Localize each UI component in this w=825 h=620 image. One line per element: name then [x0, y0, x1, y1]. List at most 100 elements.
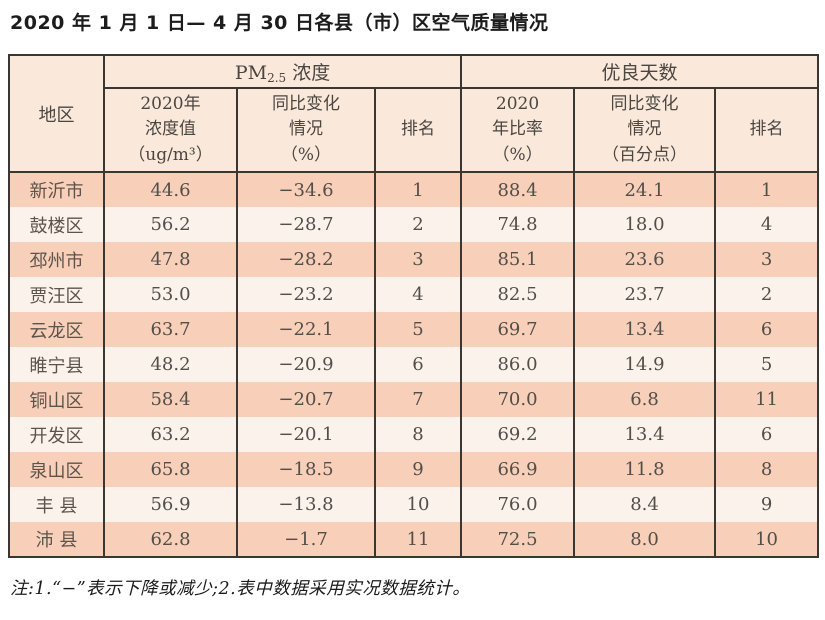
cell-good-rank: 9	[714, 487, 820, 522]
table-row: 鼓楼区 56.2 −28.7 2 74.8 18.0 4	[8, 207, 820, 242]
cell-pm25-change: −20.9	[236, 347, 376, 382]
cell-pm25-rank: 9	[373, 452, 463, 487]
cell-region: 睢宁县	[8, 347, 105, 382]
cell-good-change: 13.4	[573, 312, 717, 347]
cell-good-ratio: 70.0	[460, 382, 576, 417]
cell-pm25-rank: 7	[373, 382, 463, 417]
page-title: 2020 年 1 月 1 日— 4 月 30 日各县（市）区空气质量情况	[10, 12, 549, 34]
cell-region: 邳州市	[8, 242, 105, 277]
cell-good-ratio: 69.2	[460, 417, 576, 452]
cell-region: 贾汪区	[8, 277, 105, 312]
table-row: 云龙区 63.7 −22.1 5 69.7 13.4 6	[8, 312, 820, 347]
cell-good-change: 11.8	[573, 452, 717, 487]
cell-pm25-change: −28.2	[236, 242, 376, 277]
table-header: 地区 PM2.5 浓度 优良天数 2020年 浓度值 （ug/m³） 同比变化 …	[8, 55, 820, 173]
cell-good-ratio: 76.0	[460, 487, 576, 522]
pm25-label-prefix: PM	[234, 62, 268, 84]
cell-pm25-change: −18.5	[236, 452, 376, 487]
table-row: 睢宁县 48.2 −20.9 6 86.0 14.9 5	[8, 347, 820, 382]
cell-pm25-rank: 4	[373, 277, 463, 312]
column-header-pm25-change: 同比变化 情况 （%）	[236, 88, 376, 173]
table-row: 丰 县 56.9 −13.8 10 76.0 8.4 9	[8, 487, 820, 522]
cell-pm25-value: 53.0	[103, 277, 238, 312]
cell-pm25-value: 47.8	[103, 242, 238, 277]
cell-pm25-value: 56.9	[103, 487, 238, 522]
pm25-label-subscript: 2.5	[267, 71, 287, 85]
header-sub-row: 2020年 浓度值 （ug/m³） 同比变化 情况 （%） 排名 2020 年比…	[9, 88, 820, 173]
table-row: 泉山区 65.8 −18.5 9 66.9 11.8 8	[8, 452, 820, 487]
column-header-good-change: 同比变化 情况 （百分点）	[573, 88, 717, 173]
table-body: 新沂市 44.6 −34.6 1 88.4 24.1 1 鼓楼区 56.2 −28.7 2 74.8 1…	[8, 172, 820, 557]
cell-good-change: 14.9	[573, 347, 717, 382]
cell-good-ratio: 82.5	[460, 277, 576, 312]
cell-good-rank: 8	[714, 452, 820, 487]
cell-region: 丰 县	[8, 487, 105, 522]
cell-region: 沛 县	[8, 522, 105, 557]
cell-region: 鼓楼区	[8, 207, 105, 242]
cell-region: 新沂市	[8, 172, 105, 207]
cell-pm25-rank: 6	[373, 347, 463, 382]
cell-good-rank: 4	[714, 207, 820, 242]
cell-good-rank: 6	[714, 417, 820, 452]
cell-good-rank: 6	[714, 312, 820, 347]
table-row: 沛 县 62.8 −1.7 11 72.5 8.0 10	[8, 522, 820, 557]
cell-pm25-change: −23.2	[236, 277, 376, 312]
cell-good-rank: 10	[714, 522, 820, 557]
cell-pm25-change: −22.1	[236, 312, 376, 347]
cell-good-ratio: 66.9	[460, 452, 576, 487]
column-header-good-rank: 排名	[714, 88, 820, 173]
cell-pm25-rank: 11	[373, 522, 463, 557]
cell-pm25-change: −1.7	[236, 522, 376, 557]
cell-good-change: 24.1	[573, 172, 717, 207]
pm25-label-suffix: 浓度	[286, 62, 331, 84]
column-header-good-ratio: 2020 年比率 （%）	[460, 88, 576, 173]
cell-good-rank: 5	[714, 347, 820, 382]
cell-pm25-value: 48.2	[103, 347, 238, 382]
cell-pm25-value: 44.6	[103, 172, 238, 207]
cell-good-change: 8.4	[573, 487, 717, 522]
header-group-row: 地区 PM2.5 浓度 优良天数	[8, 55, 820, 173]
cell-pm25-value: 58.4	[103, 382, 238, 417]
cell-pm25-rank: 5	[373, 312, 463, 347]
cell-pm25-value: 63.2	[103, 417, 238, 452]
cell-good-ratio: 74.8	[460, 207, 576, 242]
cell-pm25-change: −28.7	[236, 207, 376, 242]
footnote: 注:1.“−”表示下降或减少;2.表中数据采用实况数据统计。	[10, 579, 471, 599]
cell-pm25-value: 62.8	[103, 522, 238, 557]
cell-good-rank: 3	[714, 242, 820, 277]
cell-pm25-change: −13.8	[236, 487, 376, 522]
cell-good-change: 6.8	[573, 382, 717, 417]
cell-pm25-change: −20.1	[236, 417, 376, 452]
cell-good-change: 13.4	[573, 417, 717, 452]
table-row: 新沂市 44.6 −34.6 1 88.4 24.1 1	[8, 172, 820, 207]
cell-pm25-rank: 10	[373, 487, 463, 522]
cell-pm25-value: 65.8	[103, 452, 238, 487]
cell-pm25-value: 56.2	[103, 207, 238, 242]
column-group-good-days: 优良天数	[460, 55, 820, 89]
cell-good-ratio: 86.0	[460, 347, 576, 382]
air-quality-table: 地区 PM2.5 浓度 优良天数 2020年 浓度值 （ug/m³） 同比变化 …	[8, 54, 820, 558]
table-row: 开发区 63.2 −20.1 8 69.2 13.4 6	[8, 417, 820, 452]
cell-region: 铜山区	[8, 382, 105, 417]
table-row: 贾汪区 53.0 −23.2 4 82.5 23.7 2	[8, 277, 820, 312]
column-header-pm25-rank: 排名	[373, 88, 463, 173]
table-row: 邳州市 47.8 −28.2 3 85.1 23.6 3	[8, 242, 820, 277]
column-group-pm25: PM2.5 浓度	[102, 55, 463, 89]
table-row: 铜山区 58.4 −20.7 7 70.0 6.8 11	[8, 382, 820, 417]
cell-good-change: 18.0	[573, 207, 717, 242]
cell-pm25-rank: 8	[373, 417, 463, 452]
cell-good-ratio: 88.4	[460, 172, 576, 207]
cell-pm25-value: 63.7	[103, 312, 238, 347]
cell-pm25-rank: 3	[373, 242, 463, 277]
cell-pm25-rank: 2	[373, 207, 463, 242]
cell-good-change: 23.7	[573, 277, 717, 312]
cell-pm25-rank: 1	[373, 172, 463, 207]
column-header-pm25-value: 2020年 浓度值 （ug/m³）	[103, 88, 238, 173]
cell-region: 开发区	[8, 417, 105, 452]
cell-good-rank: 11	[714, 382, 820, 417]
cell-pm25-change: −20.7	[236, 382, 376, 417]
column-header-region: 地区	[8, 55, 105, 173]
cell-good-ratio: 72.5	[460, 522, 576, 557]
cell-region: 泉山区	[8, 452, 105, 487]
